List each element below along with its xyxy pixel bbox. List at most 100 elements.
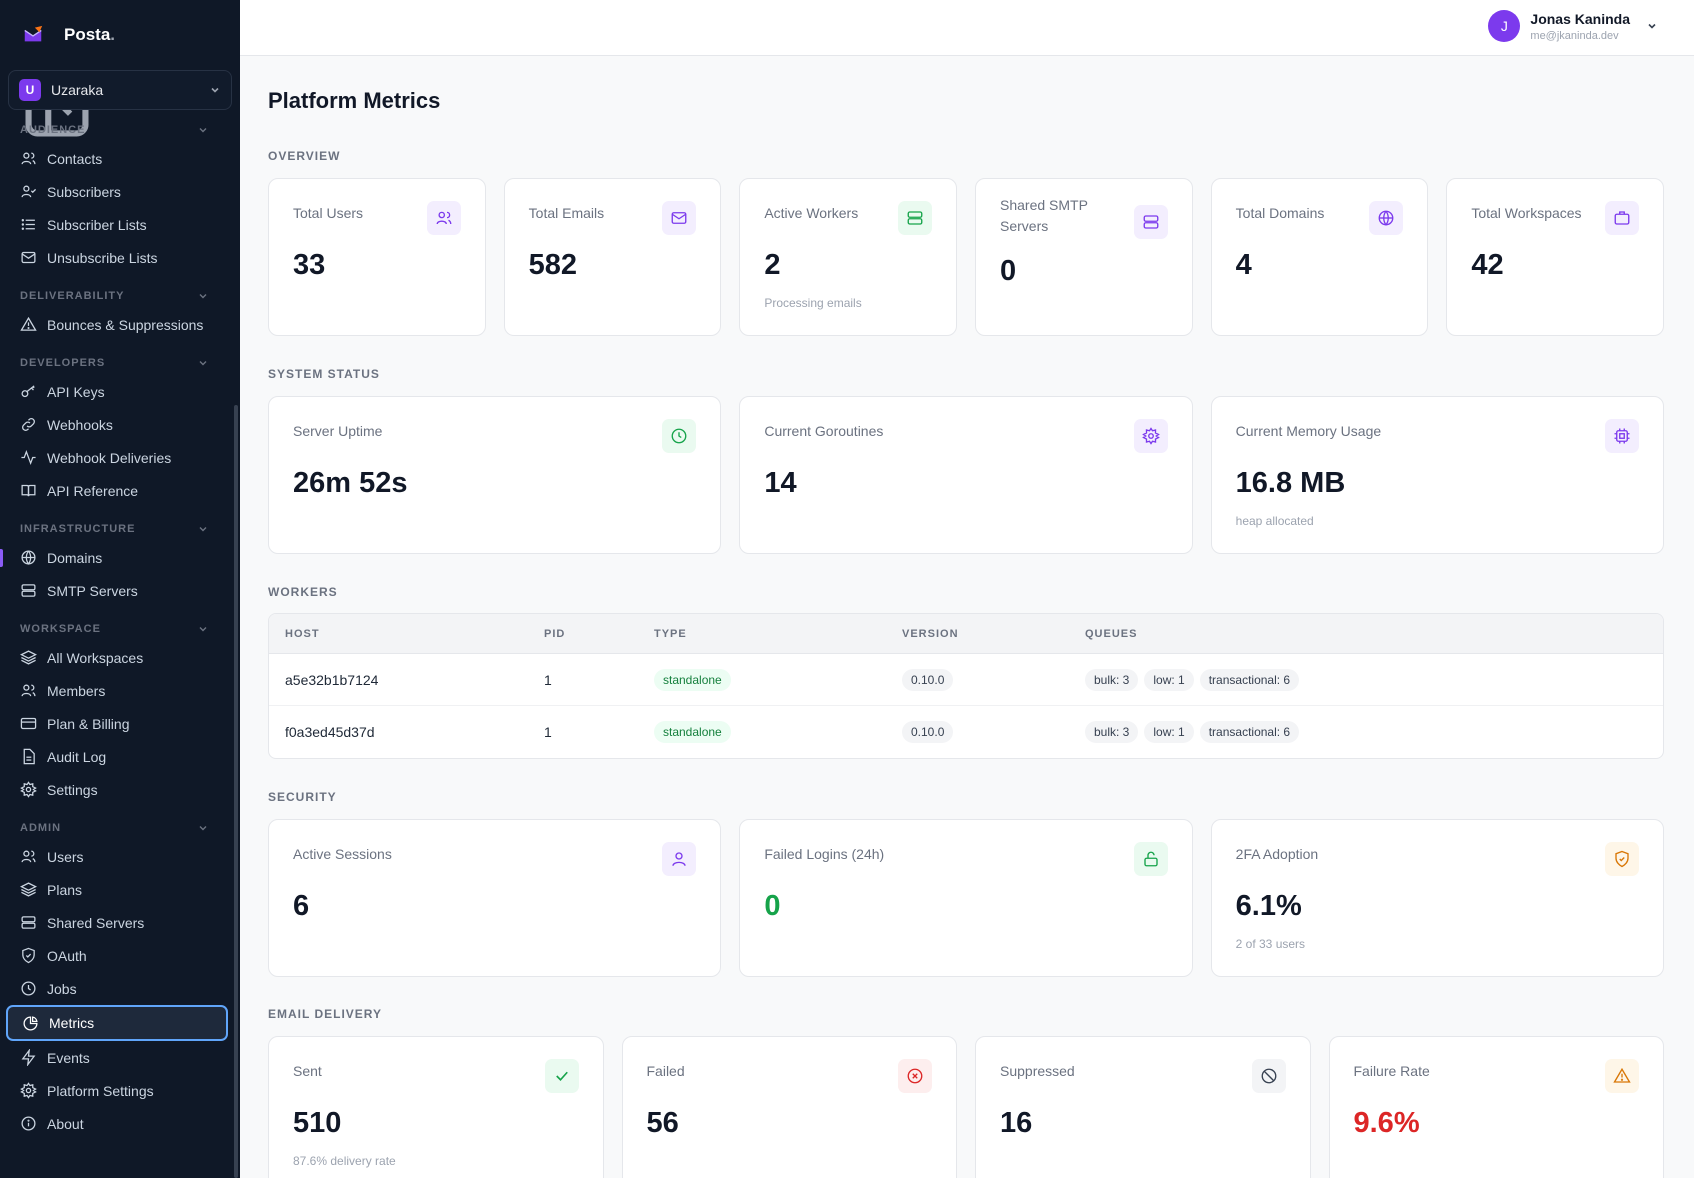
chevron-down-icon bbox=[1648, 23, 1656, 29]
security-cards: Active Sessions 6 Failed Logins (24h) 0 … bbox=[268, 819, 1664, 977]
sidebar-item-api-reference[interactable]: API Reference bbox=[0, 474, 234, 507]
section-admin[interactable]: ADMIN bbox=[0, 816, 234, 840]
sidebar-item-webhook-deliveries[interactable]: Webhook Deliveries bbox=[0, 441, 234, 474]
stat-card-shared-smtp-servers: Shared SMTP Servers 0 bbox=[975, 178, 1193, 336]
worker-pid: 1 bbox=[544, 724, 552, 740]
sidebar-item-members[interactable]: Members bbox=[0, 674, 234, 707]
x-circle-icon bbox=[898, 1059, 932, 1093]
users-icon bbox=[21, 152, 36, 165]
section-deliverability[interactable]: DELIVERABILITY bbox=[0, 284, 234, 308]
stat-card-total-domains: Total Domains 4 bbox=[1210, 178, 1429, 336]
brand-name: Posta. bbox=[64, 25, 116, 44]
worker-host: a5e32b1b7124 bbox=[285, 671, 379, 688]
sidebar-item-shared-servers[interactable]: Shared Servers bbox=[0, 906, 234, 939]
shield-check-icon bbox=[1605, 842, 1639, 876]
sidebar-item-bounces[interactable]: Bounces & Suppressions bbox=[0, 308, 234, 341]
sidebar-item-oauth[interactable]: OAuth bbox=[0, 939, 234, 972]
stat-label: Total Domains bbox=[1235, 205, 1325, 221]
sidebar-item-plan-billing[interactable]: Plan & Billing bbox=[0, 707, 234, 740]
topbar: J Jonas Kaninda me@jkaninda.dev bbox=[240, 0, 1694, 56]
user-info: Jonas Kaninda me@jkaninda.dev bbox=[1530, 11, 1630, 42]
stat-label: Failed bbox=[646, 1063, 685, 1079]
stat-value: 26m 52s bbox=[293, 467, 408, 499]
sidebar-item-smtp-servers[interactable]: SMTP Servers bbox=[0, 574, 234, 607]
worker-type-badge: standalone bbox=[654, 721, 731, 743]
queue-badge: transactional: 6 bbox=[1199, 668, 1300, 691]
table-header: HOST PID TYPE VERSION QUEUES bbox=[269, 614, 1663, 654]
stat-label: Current Memory Usage bbox=[1235, 423, 1382, 439]
stat-label: Current Goroutines bbox=[764, 423, 884, 439]
section-developers[interactable]: DEVELOPERS bbox=[0, 351, 234, 375]
posta-logo-icon bbox=[24, 25, 43, 42]
users-icon bbox=[426, 201, 461, 235]
email-delivery-cards: Sent 510 87.6% delivery rate Failed 56 S… bbox=[268, 1036, 1664, 1178]
sidebar-item-webhooks[interactable]: Webhooks bbox=[0, 408, 234, 441]
sidebar-item-api-keys[interactable]: API Keys bbox=[0, 375, 234, 408]
key-icon bbox=[21, 385, 35, 398]
worker-version-badge: 0.10.0 bbox=[902, 668, 954, 691]
stat-card-failure-rate: Failure Rate 9.6% bbox=[1328, 1036, 1664, 1178]
list-icon bbox=[21, 219, 35, 230]
sidebar-item-contacts[interactable]: Contacts bbox=[0, 142, 234, 175]
chevron-down-icon bbox=[211, 87, 219, 93]
user-check-icon bbox=[21, 185, 37, 198]
column-header-type: TYPE bbox=[654, 627, 687, 640]
zap-icon bbox=[21, 1049, 36, 1066]
stat-label: Active Workers bbox=[764, 205, 859, 221]
sidebar-nav: AUDIENCE Contacts Subscribers Subscriber… bbox=[0, 118, 234, 1140]
workspace-selector[interactable]: U Uzaraka bbox=[8, 70, 232, 110]
cpu-icon bbox=[1605, 419, 1639, 453]
security-heading: SECURITY bbox=[268, 790, 337, 804]
stat-card-failed: Failed 56 bbox=[621, 1036, 957, 1178]
table-row: a5e32b1b7124 1 standalone 0.10.0 bulk: 3… bbox=[269, 654, 1663, 706]
active-indicator bbox=[0, 549, 3, 567]
pie-chart-icon bbox=[23, 1015, 38, 1031]
stat-value: 16.8 MB bbox=[1235, 467, 1346, 499]
queue-badge: bulk: 3 bbox=[1085, 668, 1139, 691]
sidebar-item-all-workspaces[interactable]: All Workspaces bbox=[0, 641, 234, 674]
globe-icon bbox=[1369, 201, 1404, 235]
sidebar-item-events[interactable]: Events bbox=[0, 1041, 234, 1074]
stat-subtext: heap allocated bbox=[1235, 514, 1314, 528]
chevron-down-icon bbox=[199, 527, 207, 532]
sidebar-item-platform-settings[interactable]: Platform Settings bbox=[0, 1074, 234, 1107]
brand[interactable]: Posta. bbox=[0, 0, 240, 70]
sidebar-item-jobs[interactable]: Jobs bbox=[0, 972, 234, 1005]
section-audience[interactable]: AUDIENCE bbox=[0, 118, 234, 142]
gear-icon bbox=[20, 1082, 37, 1099]
layers-icon bbox=[20, 882, 37, 897]
queue-badge: low: 1 bbox=[1144, 668, 1194, 691]
stat-card-total-workspaces: Total Workspaces 42 bbox=[1446, 178, 1664, 336]
stat-value: 510 bbox=[293, 1107, 342, 1139]
sidebar-item-unsubscribe-lists[interactable]: Unsubscribe Lists bbox=[0, 241, 234, 274]
activity-icon bbox=[21, 450, 36, 465]
stat-card-goroutines: Current Goroutines 14 bbox=[739, 396, 1193, 554]
sidebar-item-users[interactable]: Users bbox=[0, 840, 234, 873]
sidebar-item-subscriber-lists[interactable]: Subscriber Lists bbox=[0, 208, 234, 241]
user-menu[interactable]: J Jonas Kaninda me@jkaninda.dev bbox=[1488, 10, 1658, 42]
stat-card-sent: Sent 510 87.6% delivery rate bbox=[268, 1036, 604, 1178]
server-icon bbox=[1133, 205, 1168, 239]
column-header-queues: QUEUES bbox=[1085, 627, 1138, 640]
book-icon bbox=[21, 484, 36, 497]
stat-card-total-emails: Total Emails 582 bbox=[503, 178, 722, 336]
sidebar-item-metrics[interactable]: Metrics bbox=[6, 1005, 228, 1041]
stat-card-server-uptime: Server Uptime 26m 52s bbox=[268, 396, 722, 554]
stat-value: 9.6% bbox=[1353, 1107, 1420, 1139]
stat-subtext: 87.6% delivery rate bbox=[293, 1154, 396, 1168]
sidebar-item-plans[interactable]: Plans bbox=[0, 873, 234, 906]
chevron-down-icon bbox=[199, 826, 207, 831]
mail-icon bbox=[21, 251, 36, 264]
stat-card-2fa-adoption: 2FA Adoption 6.1% 2 of 33 users bbox=[1210, 819, 1664, 977]
sidebar-item-subscribers[interactable]: Subscribers bbox=[0, 175, 234, 208]
sidebar-item-about[interactable]: About bbox=[0, 1107, 234, 1140]
sidebar-item-audit-log[interactable]: Audit Log bbox=[0, 740, 234, 773]
section-infrastructure[interactable]: INFRASTRUCTURE bbox=[0, 517, 234, 541]
stat-label: Suppressed bbox=[1000, 1063, 1075, 1079]
section-workspace[interactable]: WORKSPACE bbox=[0, 617, 234, 641]
sidebar-item-settings[interactable]: Settings bbox=[0, 773, 234, 806]
chevron-down-icon bbox=[199, 361, 207, 366]
sidebar-item-domains[interactable]: Domains bbox=[0, 541, 234, 574]
server-icon bbox=[21, 916, 36, 929]
sidebar-scrollbar[interactable] bbox=[234, 405, 238, 1178]
